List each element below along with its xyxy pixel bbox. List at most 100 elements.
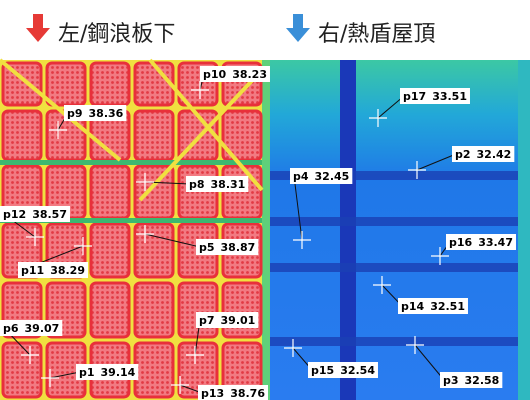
crosshair <box>21 346 39 364</box>
tile <box>133 281 175 339</box>
point-name: p11 <box>21 264 44 277</box>
tile <box>89 281 131 339</box>
point-label: p17 33.51 <box>403 90 467 103</box>
point-name: p2 <box>455 148 471 161</box>
point-temp: 32.58 <box>465 374 500 387</box>
crosshair <box>136 225 154 243</box>
crosshair <box>191 81 209 99</box>
point-name: p17 <box>403 90 426 103</box>
crosshair <box>49 121 67 139</box>
crosshair <box>293 231 311 249</box>
label-box <box>446 234 516 250</box>
point-name: p15 <box>311 364 334 377</box>
crosshair <box>26 228 44 246</box>
crosshair <box>373 276 391 294</box>
left-caption: 左/鋼浪板下 <box>58 22 175 47</box>
point-name: p10 <box>203 68 227 81</box>
crosshair <box>136 173 154 191</box>
cool-seam <box>0 218 262 223</box>
tile <box>89 61 131 107</box>
crosshair <box>369 109 387 127</box>
point-annotation: p5 38.87 <box>136 225 259 255</box>
crosshair <box>171 376 189 394</box>
point-annotation: p14 32.51 <box>373 276 468 314</box>
point-temp: 32.51 <box>430 300 465 313</box>
leader <box>414 344 445 381</box>
leader <box>49 371 81 379</box>
point-annotation: p9 38.36 <box>49 105 127 139</box>
point-name: p12 <box>3 208 26 221</box>
point-temp: 38.29 <box>50 264 85 277</box>
leader <box>377 95 405 119</box>
point-temp: 38.23 <box>232 68 267 81</box>
label-box <box>18 262 88 278</box>
point-temp: 33.51 <box>432 90 467 103</box>
point-label: p10 38.23 <box>203 68 267 81</box>
point-temp: 38.57 <box>32 208 67 221</box>
point-label: p1 39.14 <box>79 366 136 379</box>
tile <box>1 109 43 162</box>
tile <box>89 222 131 279</box>
point-label: p12 38.57 <box>3 208 67 221</box>
purlin <box>270 337 530 346</box>
point-name: p4 <box>293 170 309 183</box>
point-temp: 32.54 <box>340 364 375 377</box>
crosshair <box>431 247 449 265</box>
tile <box>45 61 87 107</box>
beam <box>340 60 356 400</box>
right-caption: 右/熱盾屋頂 <box>318 22 435 47</box>
cool-seam <box>0 160 262 165</box>
label-box <box>398 298 468 314</box>
point-name: p13 <box>201 387 224 400</box>
point-name: p5 <box>199 241 215 254</box>
point-annotation: p7 39.01 <box>186 312 259 364</box>
label-box <box>196 312 259 328</box>
label-box <box>64 105 127 121</box>
crosshair <box>74 237 92 255</box>
point-temp: 32.42 <box>477 148 512 161</box>
point-temp: 39.07 <box>25 322 60 335</box>
point-temp: 32.45 <box>315 170 350 183</box>
point-annotation: p16 33.47 <box>431 234 516 265</box>
point-annotation: p8 38.31 <box>136 173 249 192</box>
point-temp: 38.87 <box>221 241 256 254</box>
divider <box>262 60 270 400</box>
point-annotation: p4 32.45 <box>290 168 353 249</box>
label-box <box>452 146 515 162</box>
point-name: p9 <box>67 107 83 120</box>
label-box <box>200 66 270 82</box>
crosshair <box>284 339 302 357</box>
point-label: p7 39.01 <box>199 314 255 327</box>
point-label: p4 32.45 <box>293 170 349 183</box>
crosshair <box>41 369 59 387</box>
blue-arrow <box>286 14 310 42</box>
label-box <box>440 372 503 388</box>
point-name: p7 <box>199 314 215 327</box>
right-panel <box>265 60 530 400</box>
tile <box>221 281 263 339</box>
label-box <box>198 385 268 400</box>
tile <box>133 341 175 399</box>
leader <box>144 233 201 248</box>
thermal-image <box>0 58 530 400</box>
point-temp: 39.01 <box>221 314 256 327</box>
header: 左/鋼浪板下 右/熱盾屋頂 <box>26 14 435 47</box>
crosshair <box>186 346 204 364</box>
point-annotation: p6 39.07 <box>0 320 63 364</box>
crosshair <box>406 336 424 354</box>
point-annotation: p17 33.51 <box>369 88 470 127</box>
label-box <box>76 364 139 380</box>
point-name: p16 <box>449 236 473 249</box>
point-label: p13 38.76 <box>201 387 265 400</box>
point-label: p11 38.29 <box>21 264 85 277</box>
tile <box>1 61 43 107</box>
point-label: p16 33.47 <box>449 236 513 249</box>
label-box <box>290 168 353 184</box>
point-label: p9 38.36 <box>67 107 124 120</box>
point-annotation: p11 38.29 <box>18 237 92 278</box>
label-box <box>186 176 249 192</box>
crosshair <box>408 161 426 179</box>
label-box <box>0 320 63 336</box>
tile <box>133 222 175 279</box>
